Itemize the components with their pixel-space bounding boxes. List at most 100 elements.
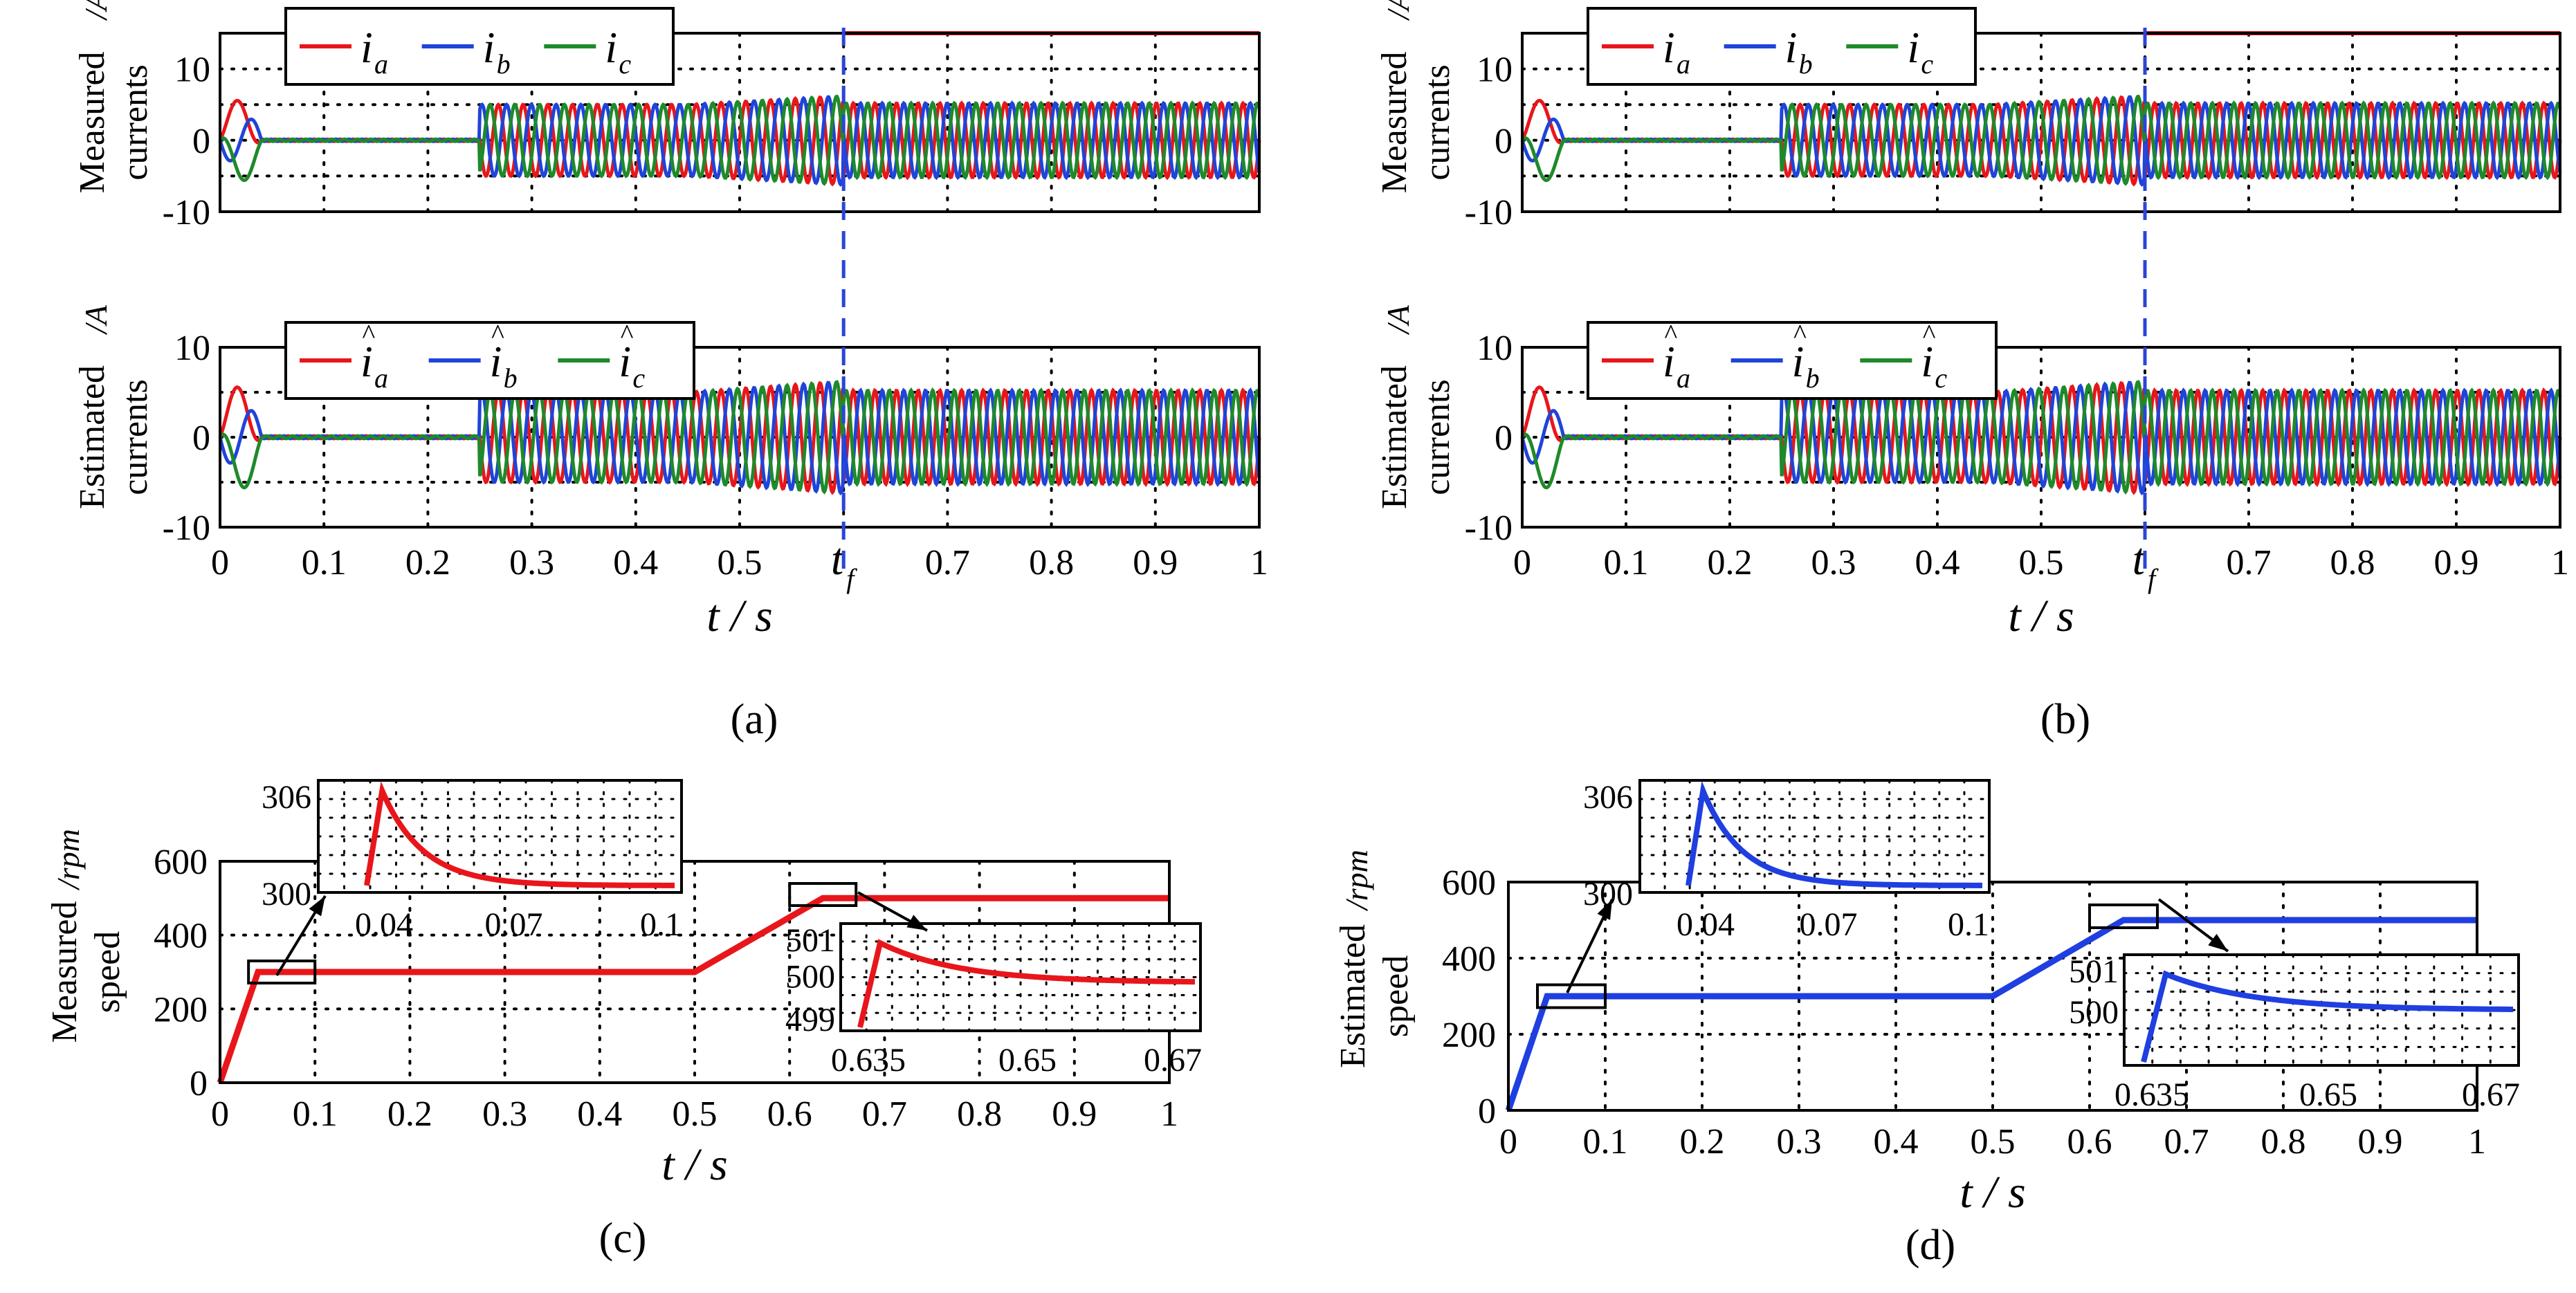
zoom-x-tick: 0.04 — [1677, 906, 1735, 943]
legend-symbol: i — [360, 337, 373, 386]
x-tick-label: 0.4 — [1915, 543, 1960, 583]
y-tick-label: 10 — [1477, 329, 1513, 368]
x-tick-label: 0.1 — [302, 543, 347, 583]
x-tick-label: 1 — [2551, 543, 2569, 583]
legend-subscript: c — [619, 48, 631, 80]
y-axis-unit: /A — [78, 0, 113, 21]
legend-subscript: a — [374, 363, 388, 394]
y-axis-label: Estimated — [73, 365, 112, 509]
zoom-marker-box — [788, 882, 858, 907]
y-axis-unit: /rpm — [51, 829, 86, 891]
legend-subscript: c — [1935, 363, 1947, 394]
y-tick-label: -10 — [163, 508, 210, 548]
zoom-arrow-head — [2208, 933, 2228, 951]
zoom-speed-line — [364, 781, 675, 888]
zoom-x-tick: 0.65 — [998, 1042, 1057, 1079]
y-axis-label: Measured — [45, 901, 84, 1043]
legend-hat: ^ — [491, 318, 504, 349]
x-tick-label: 0.2 — [1680, 1122, 1725, 1162]
fault-marker-label: t — [2132, 534, 2146, 585]
zoom-inset-ramp: 501 500 0.635 0.65 0.67 — [2069, 953, 2520, 1113]
x-tick-label: 0.9 — [1052, 1094, 1097, 1134]
y-axis-unit: /A — [78, 304, 113, 336]
legend-symbol: i — [1663, 23, 1675, 72]
legend-symbol: i — [1921, 337, 1933, 386]
y-tick-label: -10 — [1465, 508, 1513, 548]
legend-hat: ^ — [362, 318, 376, 349]
y-axis-unit: /A — [1380, 0, 1416, 21]
x-tick-label: 0.1 — [1604, 543, 1649, 583]
x-tick-label: 0.3 — [482, 1094, 527, 1134]
x-tick-label: 0.7 — [925, 543, 970, 583]
x-tick-label: 0.6 — [767, 1094, 812, 1134]
zoom-x-tick: 0.635 — [2114, 1076, 2189, 1113]
speed-plot-c: 600 400 200 00 0.1 0.2 0.3 0.4 0.5 0.6 0.7 0.8 0.9 1 t… — [45, 779, 1202, 1190]
y-axis-unit: /rpm — [1339, 850, 1374, 912]
y-tick-label: 600 — [154, 843, 208, 882]
x-tick-label: 0.4 — [577, 1094, 622, 1134]
plot-frame — [1521, 346, 2561, 529]
x-tick-label: 0.5 — [718, 543, 762, 583]
y-axis-sublabel: speed — [88, 931, 127, 1013]
zoom-speed-line — [1686, 780, 1982, 888]
x-tick-label: 0.5 — [2019, 543, 2064, 583]
y-tick-label: 0 — [1495, 122, 1513, 161]
x-tick-label: 0.9 — [1133, 543, 1178, 583]
legend-subscript: a — [1677, 363, 1690, 394]
panel-label: (b) — [2040, 696, 2090, 743]
x-tick-label: 1 — [1250, 543, 1268, 583]
legend-subscript: b — [497, 48, 511, 80]
zoom-y-tick: 500 — [2069, 994, 2119, 1031]
zoom-x-tick: 0.635 — [831, 1042, 906, 1079]
fault-marker-label: t — [831, 534, 845, 585]
legend-symbol: i — [1785, 23, 1798, 72]
legend-symbol: i — [490, 337, 502, 386]
x-axis-label: t / s — [2008, 591, 2074, 641]
x-tick-label: 0.8 — [2261, 1122, 2306, 1162]
zoom-marker-box — [2088, 904, 2159, 929]
zoom-arrow-head — [906, 915, 927, 930]
x-tick-label: 0.5 — [673, 1094, 718, 1134]
x-tick-label: 0.3 — [509, 543, 554, 583]
legend-symbol: i — [619, 337, 631, 386]
legend-symbol: i — [1907, 23, 1919, 72]
zoom-y-tick: 499 — [785, 1002, 835, 1038]
zoom-x-tick: 0.67 — [2462, 1076, 2520, 1113]
y-tick-label: -10 — [163, 193, 210, 232]
x-tick-label: 0.1 — [293, 1094, 338, 1134]
y-tick-label: 0 — [1478, 1092, 1496, 1131]
legend-symbol: i — [1792, 337, 1805, 386]
legend-hat: ^ — [1922, 318, 1936, 349]
fault-marker-subscript: f — [846, 563, 857, 594]
x-tick-label: 0.2 — [387, 1094, 432, 1134]
zoom-y-tick: 306 — [262, 779, 311, 816]
x-tick-label: 0.7 — [2227, 543, 2272, 583]
legend-hat: ^ — [1664, 318, 1678, 349]
x-tick-label: 0.7 — [862, 1094, 907, 1134]
x-tick-label: 0.3 — [1811, 543, 1856, 583]
zoom-x-tick: 0.67 — [1144, 1042, 1202, 1079]
panel-label: (d) — [1906, 1222, 1955, 1269]
x-tick-label: 0.9 — [2358, 1122, 2403, 1162]
zoom-x-tick: 0.65 — [2299, 1076, 2357, 1113]
y-axis-label: Measured — [73, 51, 112, 193]
y-tick-label: 10 — [174, 51, 210, 90]
legend-hat: ^ — [620, 318, 634, 349]
y-tick-label: 200 — [1442, 1016, 1496, 1055]
fault-marker-subscript: f — [2148, 563, 2159, 594]
x-tick-label: 0.9 — [2434, 543, 2479, 583]
x-tick-label: 0.8 — [1029, 543, 1074, 583]
zoom-y-tick: 500 — [785, 959, 835, 996]
y-tick-label: 400 — [1442, 939, 1496, 979]
y-axis-sublabel: currents — [116, 64, 155, 180]
plot-frame — [219, 346, 1261, 529]
speed-line — [1505, 917, 2477, 1112]
legend-subscript: b — [504, 363, 518, 394]
x-tick-label: 0 — [1499, 1122, 1517, 1162]
legend-symbol: i — [1663, 337, 1675, 386]
